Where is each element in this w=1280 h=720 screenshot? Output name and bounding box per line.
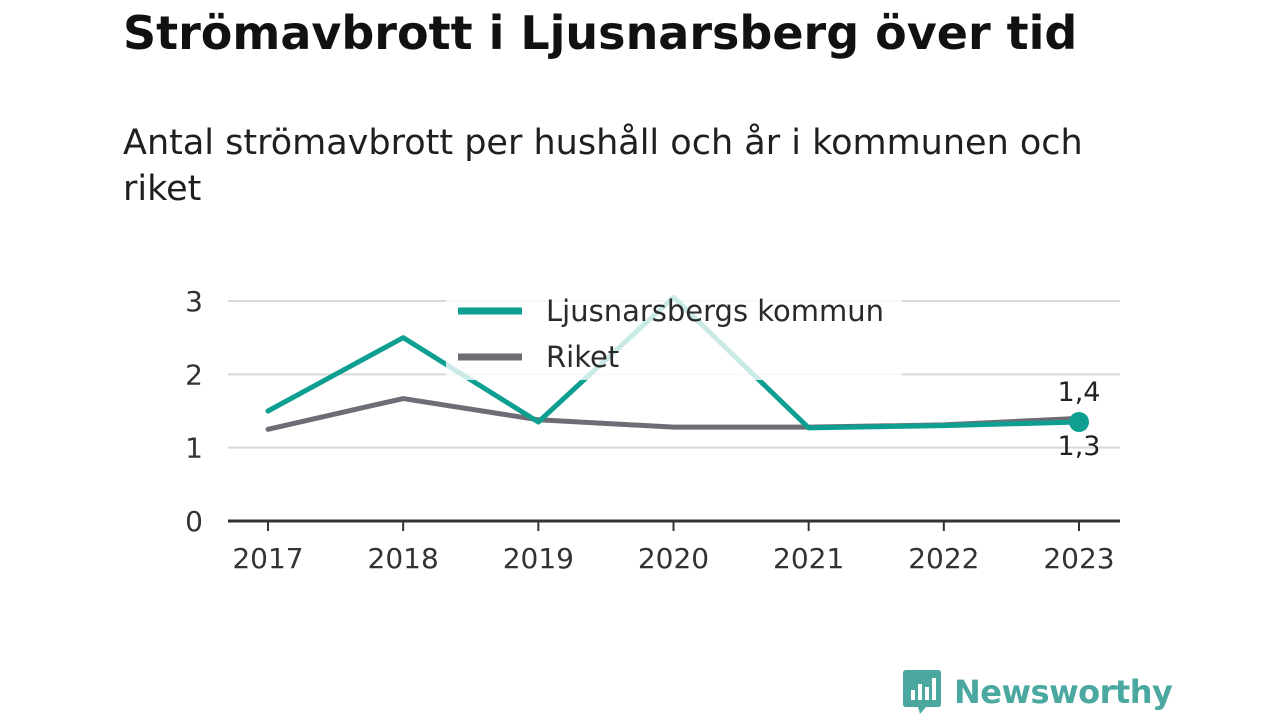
legend-label-riket: Riket — [546, 340, 619, 374]
x-tick-label-2023: 2023 — [1043, 542, 1114, 575]
data-label-riket-2023: 1,4 — [1058, 377, 1101, 408]
chart-title: Strömavbrott i Ljusnarsberg över tid — [123, 6, 1078, 60]
y-tick-label-1: 1 — [185, 432, 203, 465]
chart-subtitle: Antal strömavbrott per hushåll och år i … — [123, 123, 1083, 209]
legend-label-kommun: Ljusnarsbergs kommun — [546, 294, 884, 328]
x-tick-label-2018: 2018 — [368, 542, 439, 575]
newsworthy-bar-chart-icon — [903, 670, 941, 714]
x-tick-label-2022: 2022 — [908, 542, 979, 575]
y-axis-ticks: 0 1 2 3 — [185, 285, 203, 538]
data-labels: 1,4 1,3 — [1058, 377, 1101, 462]
end-marker-kommun — [1069, 412, 1089, 432]
x-tick-label-2017: 2017 — [232, 542, 303, 575]
y-tick-label-0: 0 — [185, 505, 203, 538]
legend: Ljusnarsbergs kommun Riket — [446, 290, 902, 380]
y-tick-label-2: 2 — [185, 358, 203, 391]
y-tick-label-3: 3 — [185, 285, 203, 318]
x-axis-ticks: 2017 2018 2019 2020 2021 2022 2023 — [232, 521, 1115, 575]
x-tick-label-2019: 2019 — [503, 542, 574, 575]
x-tick-label-2021: 2021 — [773, 542, 844, 575]
data-label-kommun-2023: 1,3 — [1058, 431, 1101, 462]
newsworthy-logo: Newsworthy — [902, 668, 1173, 716]
legend-background — [446, 290, 902, 380]
x-tick-label-2020: 2020 — [638, 542, 709, 575]
brand-name: Newsworthy — [954, 673, 1173, 711]
